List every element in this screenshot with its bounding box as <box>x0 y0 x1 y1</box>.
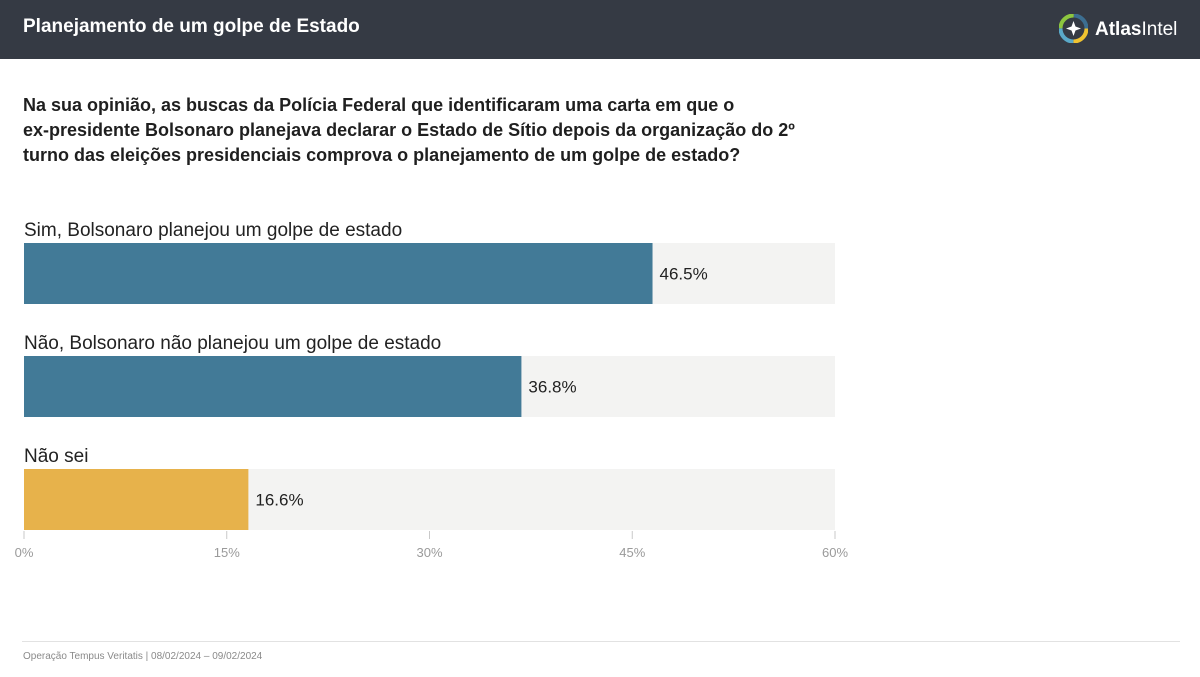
value-label: 46.5% <box>660 265 708 284</box>
x-tick-label: 30% <box>416 545 442 560</box>
bar <box>24 356 522 417</box>
category-label: Não, Bolsonaro não planejou um golpe de … <box>24 333 441 354</box>
question-line-1: Na sua opinião, as buscas da Polícia Fed… <box>23 95 735 115</box>
atlasintel-logo-icon <box>1059 14 1088 43</box>
page-title: Planejamento de um golpe de Estado <box>23 16 360 37</box>
survey-question: Na sua opinião, as buscas da Polícia Fed… <box>23 93 795 168</box>
x-tick-label: 0% <box>15 545 34 560</box>
footer-divider <box>22 641 1180 642</box>
category-label: Não sei <box>24 446 88 467</box>
footer-source: Operação Tempus Veritatis | 08/02/2024 –… <box>23 651 263 662</box>
question-line-3: turno das eleições presidenciais comprov… <box>23 145 741 165</box>
bar <box>24 243 653 304</box>
atlasintel-logo-text: AtlasIntel <box>1095 19 1178 40</box>
x-tick-label: 15% <box>214 545 240 560</box>
value-label: 36.8% <box>528 378 576 397</box>
header-bar: Planejamento de um golpe de Estado Atlas… <box>0 0 1200 59</box>
x-tick-label: 45% <box>619 545 645 560</box>
value-label: 16.6% <box>255 491 303 510</box>
category-label: Sim, Bolsonaro planejou um golpe de esta… <box>24 220 402 241</box>
bar <box>24 469 249 530</box>
question-line-2: ex-presidente Bolsonaro planejava declar… <box>23 120 795 140</box>
x-tick-label: 60% <box>822 545 848 560</box>
